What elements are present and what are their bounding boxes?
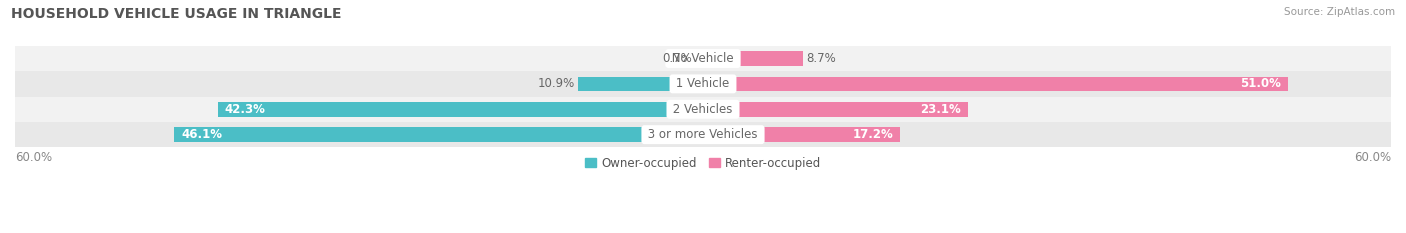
Bar <box>695 51 703 66</box>
Bar <box>218 102 703 117</box>
Bar <box>174 127 703 142</box>
Text: 42.3%: 42.3% <box>225 103 266 116</box>
Bar <box>578 76 703 91</box>
Text: 0.7%: 0.7% <box>662 52 692 65</box>
Text: 10.9%: 10.9% <box>537 77 575 90</box>
Text: 23.1%: 23.1% <box>921 103 960 116</box>
Text: 60.0%: 60.0% <box>1354 151 1391 164</box>
Text: 1 Vehicle: 1 Vehicle <box>672 77 734 90</box>
Bar <box>15 96 1391 122</box>
Text: 2 Vehicles: 2 Vehicles <box>669 103 737 116</box>
Text: HOUSEHOLD VEHICLE USAGE IN TRIANGLE: HOUSEHOLD VEHICLE USAGE IN TRIANGLE <box>11 7 342 21</box>
Text: 51.0%: 51.0% <box>1240 77 1281 90</box>
Legend: Owner-occupied, Renter-occupied: Owner-occupied, Renter-occupied <box>579 152 827 175</box>
Text: 8.7%: 8.7% <box>806 52 837 65</box>
Text: 46.1%: 46.1% <box>181 128 222 141</box>
Bar <box>15 71 1391 96</box>
Text: 60.0%: 60.0% <box>15 151 52 164</box>
Bar <box>703 102 967 117</box>
Text: No Vehicle: No Vehicle <box>668 52 738 65</box>
Text: 3 or more Vehicles: 3 or more Vehicles <box>644 128 762 141</box>
Bar <box>15 46 1391 71</box>
Bar <box>15 122 1391 147</box>
Text: Source: ZipAtlas.com: Source: ZipAtlas.com <box>1284 7 1395 17</box>
Bar <box>703 127 900 142</box>
Text: 17.2%: 17.2% <box>852 128 893 141</box>
Bar <box>703 76 1288 91</box>
Bar <box>703 51 803 66</box>
